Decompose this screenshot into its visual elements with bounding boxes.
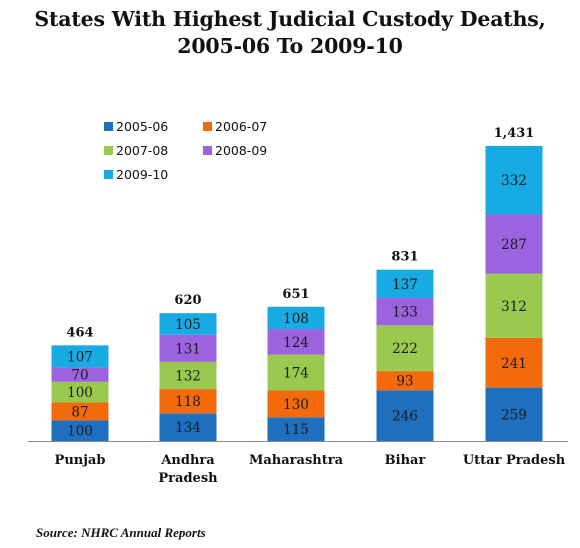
data-label: 100 — [67, 424, 93, 440]
bar-segment — [159, 389, 217, 414]
bar-segment — [485, 146, 543, 215]
data-label: 100 — [67, 385, 93, 401]
bar-segment — [51, 402, 109, 421]
legend-swatch — [104, 146, 113, 155]
data-label: 124 — [283, 335, 309, 351]
bar-segment — [267, 354, 325, 391]
data-label: 118 — [175, 394, 201, 410]
legend-label: 2006-07 — [215, 119, 267, 134]
legend-label: 2008-09 — [215, 143, 267, 158]
bar-segment — [267, 417, 325, 441]
data-label: 222 — [392, 341, 418, 357]
bar-segment — [376, 325, 434, 372]
data-label: 174 — [283, 366, 309, 382]
bar-segment — [376, 390, 434, 441]
bar-segment — [376, 297, 434, 326]
data-label: 134 — [175, 420, 201, 436]
bar-segment — [267, 390, 325, 418]
bar-segment — [51, 367, 109, 382]
x-tick-label: Punjab — [55, 453, 106, 468]
total-label: 831 — [391, 250, 418, 265]
chart-title-line-2: 2005-06 To 2009-10 — [177, 34, 403, 58]
data-label: 132 — [175, 368, 201, 384]
bar-segment — [376, 371, 434, 391]
bar-segment — [485, 273, 543, 338]
legend-swatch — [104, 122, 113, 131]
legend-label: 2007-08 — [116, 143, 168, 158]
data-label: 87 — [71, 404, 88, 420]
data-label: 105 — [175, 317, 201, 333]
bar-segment — [51, 381, 109, 403]
chart-title-line-1: States With Highest Judicial Custody Dea… — [34, 7, 546, 31]
data-label: 137 — [392, 277, 418, 293]
x-tick-label: Bihar — [385, 453, 426, 468]
bar-segment — [159, 413, 217, 441]
data-label: 130 — [283, 397, 309, 413]
bar-segment — [51, 345, 109, 368]
data-label: 332 — [501, 173, 527, 189]
bar-segment — [159, 313, 217, 335]
total-label: 651 — [282, 287, 309, 302]
data-label: 241 — [501, 356, 527, 372]
data-label: 93 — [396, 374, 413, 390]
x-tick-label: Maharashtra — [249, 453, 344, 468]
legend-label: 2009-10 — [116, 167, 168, 182]
legend-swatch — [203, 146, 212, 155]
x-tick-label: Uttar Pradesh — [463, 453, 566, 468]
source-note: Source: NHRC Annual Reports — [36, 525, 206, 540]
data-label: 108 — [283, 311, 309, 327]
bar-segment — [267, 329, 325, 355]
bar-segment — [159, 334, 217, 362]
bar-segment — [376, 269, 434, 298]
x-tick-label: Andhra — [160, 453, 215, 468]
legend-swatch — [203, 122, 212, 131]
data-label: 133 — [392, 305, 418, 321]
legend-label: 2005-06 — [116, 119, 168, 134]
bar-segment — [485, 337, 543, 388]
data-label: 131 — [175, 341, 201, 357]
data-label: 312 — [501, 299, 527, 315]
bar-segment — [485, 214, 543, 274]
legend-swatch — [104, 170, 113, 179]
total-label: 1,431 — [494, 126, 535, 141]
data-label: 107 — [67, 349, 93, 365]
data-label: 287 — [501, 237, 527, 253]
data-label: 115 — [283, 422, 309, 438]
bar-segment — [51, 420, 109, 441]
x-tick-label: Pradesh — [158, 471, 218, 486]
bar-segment — [485, 387, 543, 441]
data-label: 70 — [71, 368, 88, 384]
chart-title: States With Highest Judicial Custody Dea… — [0, 6, 580, 60]
data-label: 259 — [501, 407, 527, 423]
data-label: 246 — [392, 409, 418, 425]
total-label: 464 — [66, 325, 93, 340]
bar-segment — [159, 361, 217, 390]
total-label: 620 — [174, 293, 201, 308]
bar-segment — [267, 306, 325, 330]
